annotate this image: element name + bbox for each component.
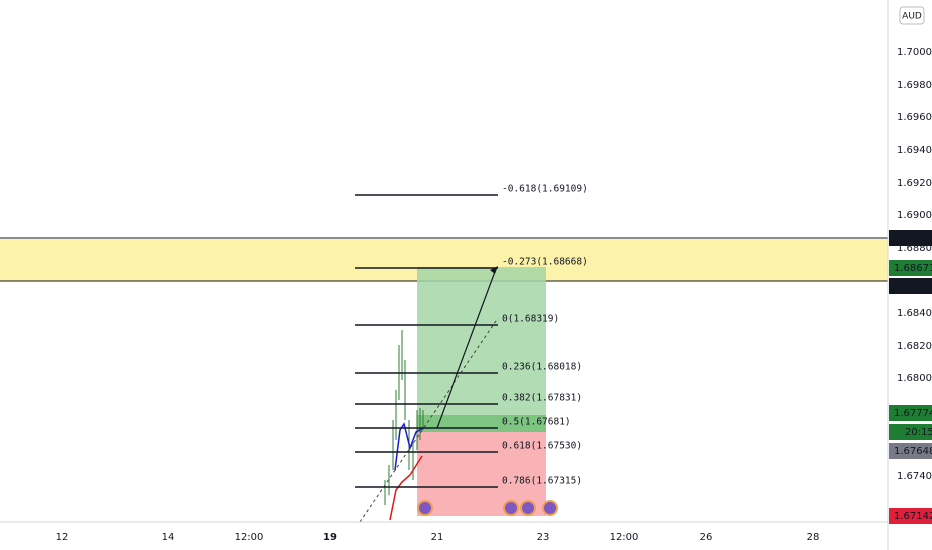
fib-label: 0(1.68319) [502,314,559,325]
price-badge-label: 1.67142 [894,511,932,522]
candles [384,330,424,505]
fib-label: -0.273(1.68668) [502,257,588,268]
time-label: 26 [700,532,713,543]
price-badge-label: 1.67774 [894,408,932,419]
currency-badge[interactable] [899,6,925,25]
price-label: 1.68000 [897,373,932,384]
price-label: 1.69200 [897,178,932,189]
price-label: 1.69800 [897,80,932,91]
trend-line [359,317,499,523]
price-label: 1.68400 [897,308,932,319]
price-badge [889,405,932,421]
price-label: 1.69400 [897,145,932,156]
time-label: 21 [431,532,444,543]
price-label: 1.68200 [897,341,932,352]
price-badge-label: 1.68671 [894,263,932,274]
fib-label: 0.786(1.67315) [502,476,582,487]
event-icons [417,500,558,516]
arrow [436,268,497,429]
price-badge-label: 1.68859 [894,233,932,244]
price-badge [889,508,932,524]
price-badge-label: 20:15 [905,427,932,438]
price-label: 1.68800 [897,243,932,254]
price-badge [889,424,932,440]
time-label: 19 [323,532,337,543]
price-badge [889,443,932,459]
fib-label: 0.382(1.67831) [502,393,582,404]
ma-red [389,455,423,521]
fib-label: 0.618(1.67530) [502,441,582,452]
time-label: 28 [807,532,820,543]
fib-label: -0.618(1.69109) [502,184,588,195]
currency: AUD [902,12,922,22]
price-label: 1.70000 [897,47,932,58]
price-badge-label: 1.68594 [894,281,932,292]
price-label: 1.69600 [897,112,932,123]
fib-label: 0.236(1.68018) [502,362,582,373]
time-label: 14 [162,532,175,543]
price-badge [889,230,932,246]
ma-blue [394,422,424,471]
time-label: 12 [56,532,69,543]
time-label: 23 [537,532,550,543]
price-badge-label: 1.67648 [894,446,932,457]
fib-label: 0.5(1.67681) [502,417,571,428]
price-badge [889,278,932,294]
price-label: 1.67400 [897,471,932,482]
price-label: 1.69000 [897,210,932,221]
time-label: 12:00 [610,532,639,543]
profit-area [417,267,546,415]
time-label: 12:00 [235,532,264,543]
price-badge [889,260,932,276]
